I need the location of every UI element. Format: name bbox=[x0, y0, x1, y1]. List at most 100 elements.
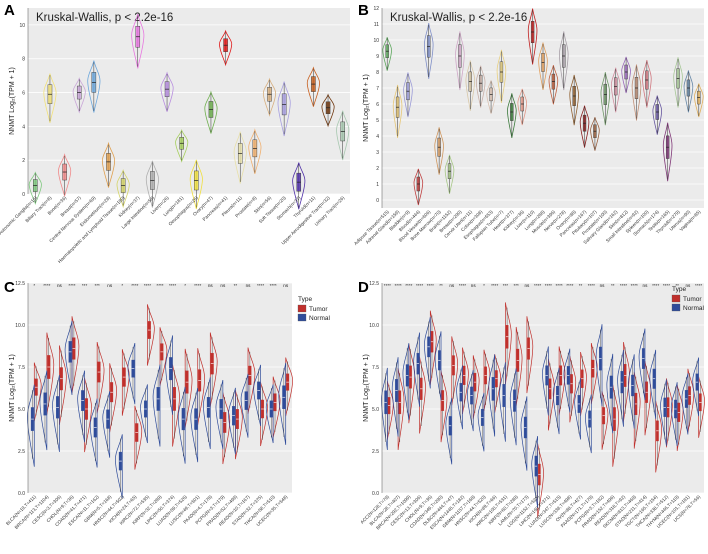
violin-tumor-27 bbox=[666, 378, 673, 448]
violin-11 bbox=[486, 80, 496, 114]
violin-18 bbox=[277, 81, 291, 137]
y-tick-label: 5.0 bbox=[372, 407, 379, 413]
violin-tumor-5 bbox=[84, 377, 92, 453]
violin-normal-15 bbox=[531, 436, 538, 508]
violin-tumor-29 bbox=[687, 368, 695, 433]
violin-tumor-17 bbox=[558, 346, 566, 416]
violin-tumor-18 bbox=[247, 347, 256, 415]
violin-normal-2 bbox=[39, 370, 48, 451]
violin-20 bbox=[579, 105, 590, 148]
violin-22 bbox=[336, 110, 350, 161]
violin-tumor-20 bbox=[590, 342, 598, 405]
significance-label: **** bbox=[131, 283, 138, 288]
violin-normal-14 bbox=[520, 396, 528, 471]
violin-6 bbox=[101, 141, 116, 188]
significance-label: **** bbox=[156, 283, 163, 288]
violin-normal-3 bbox=[402, 343, 410, 421]
y-axis-label: NNMT Log₂(TPM + 1) bbox=[9, 67, 16, 135]
legend-title: Type bbox=[672, 286, 686, 293]
significance-label: * bbox=[483, 283, 485, 288]
violin-9 bbox=[145, 160, 159, 208]
violin-normal-1 bbox=[381, 367, 388, 450]
violin-13 bbox=[507, 93, 517, 138]
violin-tumor-19 bbox=[580, 351, 587, 416]
violin-tumor-8 bbox=[121, 349, 130, 416]
y-tick-label: 10.0 bbox=[15, 323, 25, 329]
violin-21 bbox=[590, 117, 600, 151]
violin-tumor-19 bbox=[260, 382, 268, 447]
violin-9 bbox=[465, 60, 476, 111]
violin-tumor-15 bbox=[537, 443, 544, 518]
y-tick-label: 10.0 bbox=[369, 323, 379, 329]
significance-label: **** bbox=[384, 283, 391, 288]
violin-normal-1 bbox=[27, 384, 35, 467]
violin-tumor-22 bbox=[612, 384, 620, 467]
violin-25 bbox=[631, 64, 642, 121]
significance-label: **** bbox=[652, 283, 659, 288]
violin-1 bbox=[382, 37, 392, 71]
violin-tumor-20 bbox=[272, 376, 281, 438]
y-tick-label: 3 bbox=[376, 150, 379, 156]
violin-19 bbox=[569, 74, 579, 126]
violin-12 bbox=[189, 159, 203, 210]
violin-tumor-11 bbox=[494, 354, 501, 413]
significance-label: ** bbox=[234, 283, 238, 288]
y-tick-label: 10 bbox=[19, 23, 25, 29]
violin-tumor-17 bbox=[235, 390, 243, 460]
y-tick-label: 6 bbox=[376, 102, 379, 108]
y-tick-label: 2.5 bbox=[372, 449, 379, 455]
significance-label: **** bbox=[545, 283, 552, 288]
y-tick-label: 0 bbox=[22, 192, 25, 198]
y-tick-label: 10 bbox=[373, 38, 379, 44]
violin-5 bbox=[423, 22, 434, 79]
y-tick-label: 6 bbox=[22, 91, 25, 97]
chart-title: Kruskal-Wallis, p < 2.2e-16 bbox=[390, 12, 527, 24]
violin-16 bbox=[538, 42, 548, 90]
violin-16 bbox=[248, 128, 262, 175]
legend-swatch-tumor bbox=[671, 294, 681, 303]
violin-11 bbox=[175, 129, 189, 163]
violin-normal-25 bbox=[638, 328, 646, 401]
violin-normal-27 bbox=[660, 379, 667, 446]
y-tick-label: 7 bbox=[376, 86, 379, 92]
violin-22 bbox=[600, 72, 611, 126]
violin-normal-8 bbox=[115, 434, 123, 499]
violin-20 bbox=[306, 66, 320, 107]
y-axis-label: NNMT Log₂(TPM + 1) bbox=[363, 354, 370, 422]
violin-normal-24 bbox=[627, 354, 635, 429]
significance-label: *** bbox=[94, 283, 100, 288]
significance-label: **** bbox=[194, 283, 201, 288]
violin-13 bbox=[204, 90, 218, 134]
significance-label: ** bbox=[675, 283, 679, 288]
legend-swatch-normal bbox=[297, 313, 307, 322]
violin-14 bbox=[517, 88, 527, 126]
significance-label: *** bbox=[82, 283, 88, 288]
violin-normal-2 bbox=[391, 357, 399, 437]
violin-normal-21 bbox=[278, 362, 287, 445]
violin-2 bbox=[43, 73, 57, 123]
violin-normal-6 bbox=[89, 398, 98, 468]
violin-tumor-15 bbox=[209, 332, 218, 407]
y-axis-label: NNMT Log₂(TPM + 1) bbox=[363, 74, 370, 142]
violin-normal-19 bbox=[574, 378, 581, 440]
violin-normal-3 bbox=[52, 375, 60, 452]
violin-tumor-7 bbox=[109, 363, 117, 433]
violin-normal-11 bbox=[488, 354, 496, 437]
violin-14 bbox=[219, 29, 233, 67]
violin-tumor-21 bbox=[285, 357, 293, 417]
violin-normal-20 bbox=[585, 394, 592, 454]
violin-normal-29 bbox=[681, 373, 689, 435]
violin-tumor-2 bbox=[46, 332, 55, 415]
significance-label: ns bbox=[107, 283, 113, 288]
violin-tumor-6 bbox=[96, 341, 105, 414]
violin-19 bbox=[292, 162, 306, 210]
violin-normal-22 bbox=[606, 353, 614, 434]
violin-30 bbox=[683, 70, 694, 113]
significance-label: ** bbox=[611, 283, 615, 288]
y-tick-label: 7.5 bbox=[18, 365, 25, 371]
violin-8 bbox=[455, 31, 465, 91]
panel-a-chart: 0 2 4 6 8 10 Kruskal-Wallis, p < 2.2e-16 NNMT L… bbox=[0, 8, 350, 264]
significance-label: **** bbox=[68, 283, 75, 288]
violin-1 bbox=[28, 171, 42, 205]
